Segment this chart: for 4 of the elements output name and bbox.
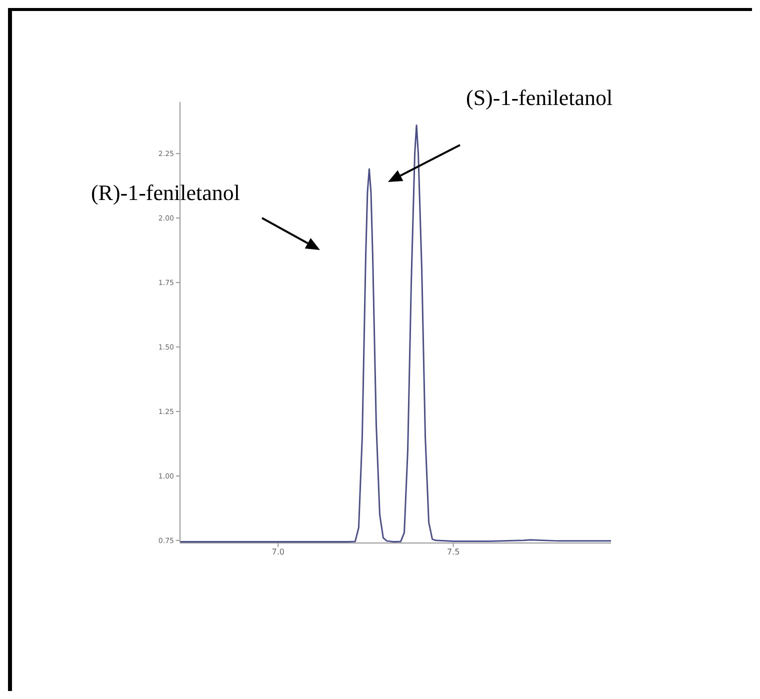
x-tick-label: 7.0 xyxy=(272,548,284,557)
annotation: (S)-1-feniletanol xyxy=(466,85,613,110)
x-tick-label: 7.5 xyxy=(446,548,460,557)
annotation: (R)-1-feniletanol xyxy=(90,180,240,205)
